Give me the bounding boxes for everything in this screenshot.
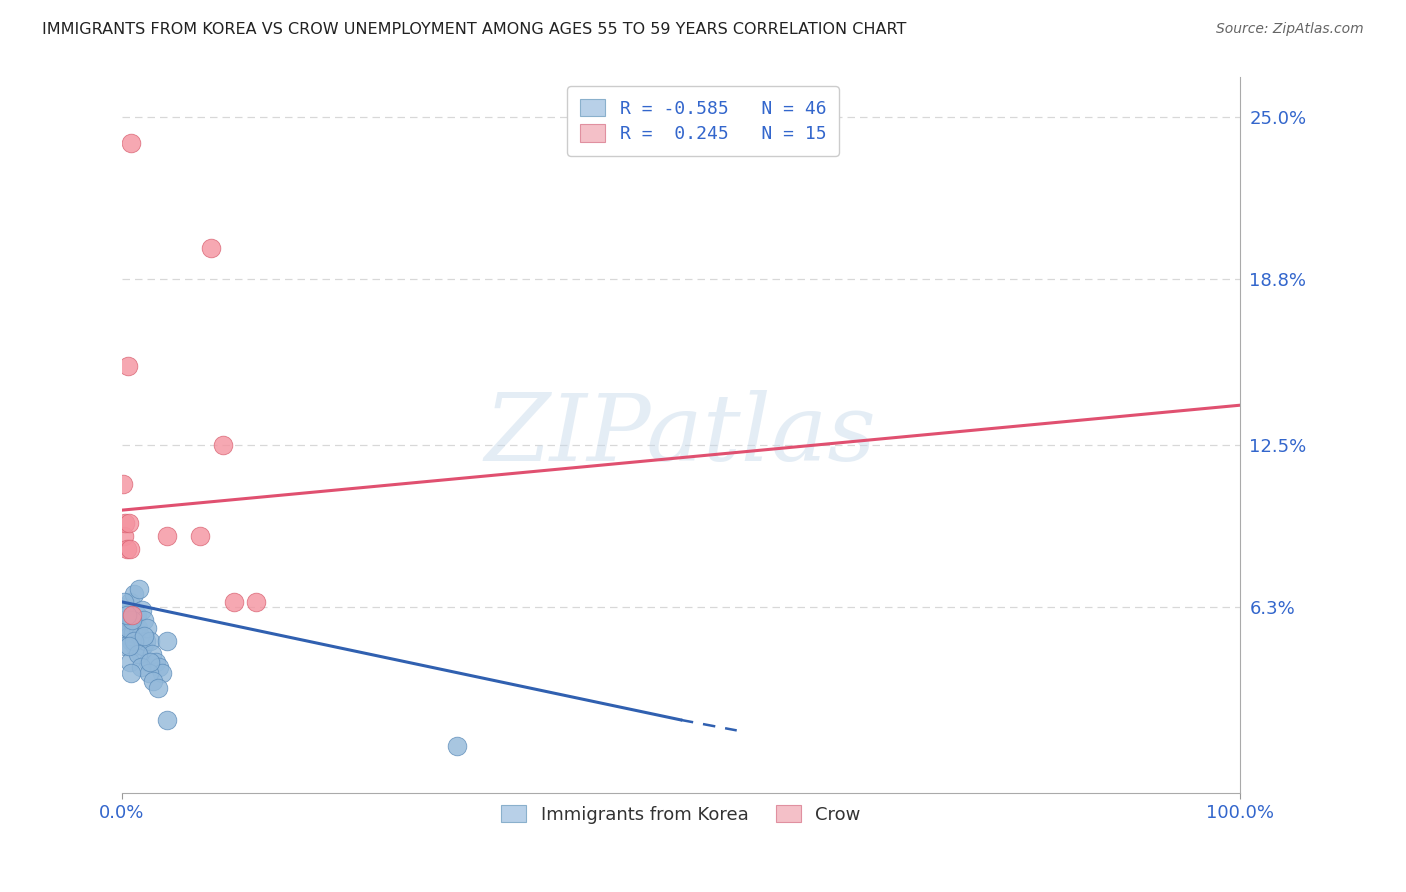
- Point: [148, 660, 170, 674]
- Point: [156, 713, 179, 727]
- Point: [146, 681, 169, 696]
- Point: [120, 634, 142, 648]
- Point: [134, 613, 156, 627]
- Point: [222, 595, 245, 609]
- Point: [124, 634, 146, 648]
- Point: [115, 607, 138, 622]
- Point: [121, 613, 143, 627]
- Point: [117, 621, 139, 635]
- Point: [128, 582, 150, 596]
- Point: [117, 359, 139, 373]
- Point: [118, 655, 141, 669]
- Point: [129, 648, 152, 662]
- Point: [112, 595, 135, 609]
- Point: [121, 615, 143, 630]
- Point: [127, 621, 149, 635]
- Point: [135, 621, 157, 635]
- Point: [211, 437, 233, 451]
- Point: [138, 665, 160, 680]
- Point: [127, 648, 149, 662]
- Point: [188, 529, 211, 543]
- Point: [125, 607, 148, 622]
- Point: [121, 607, 143, 622]
- Point: [131, 603, 153, 617]
- Point: [122, 626, 145, 640]
- Point: [145, 655, 167, 669]
- Point: [139, 634, 162, 648]
- Point: [112, 529, 135, 543]
- Point: [124, 640, 146, 654]
- Text: ZIPatlas: ZIPatlas: [485, 391, 877, 481]
- Point: [139, 655, 162, 669]
- Point: [114, 640, 136, 654]
- Point: [118, 516, 141, 531]
- Point: [134, 629, 156, 643]
- Point: [142, 673, 165, 688]
- Point: [115, 542, 138, 557]
- Point: [129, 629, 152, 643]
- Point: [124, 587, 146, 601]
- Point: [112, 600, 135, 615]
- Point: [114, 516, 136, 531]
- Point: [117, 621, 139, 635]
- Legend: Immigrants from Korea, Crow: Immigrants from Korea, Crow: [491, 794, 872, 834]
- Point: [114, 613, 136, 627]
- Point: [245, 595, 267, 609]
- Text: Source: ZipAtlas.com: Source: ZipAtlas.com: [1216, 22, 1364, 37]
- Point: [136, 655, 159, 669]
- Point: [132, 640, 155, 654]
- Point: [129, 660, 152, 674]
- Point: [156, 634, 179, 648]
- Point: [134, 634, 156, 648]
- Point: [115, 607, 138, 622]
- Point: [118, 640, 141, 654]
- Text: IMMIGRANTS FROM KOREA VS CROW UNEMPLOYMENT AMONG AGES 55 TO 59 YEARS CORRELATION: IMMIGRANTS FROM KOREA VS CROW UNEMPLOYME…: [42, 22, 907, 37]
- Point: [120, 136, 142, 150]
- Point: [200, 241, 222, 255]
- Point: [150, 665, 173, 680]
- Point: [118, 542, 141, 557]
- Point: [120, 665, 142, 680]
- Point: [118, 629, 141, 643]
- Point: [446, 739, 468, 753]
- Point: [118, 595, 141, 609]
- Point: [156, 529, 179, 543]
- Point: [141, 648, 163, 662]
- Point: [112, 476, 135, 491]
